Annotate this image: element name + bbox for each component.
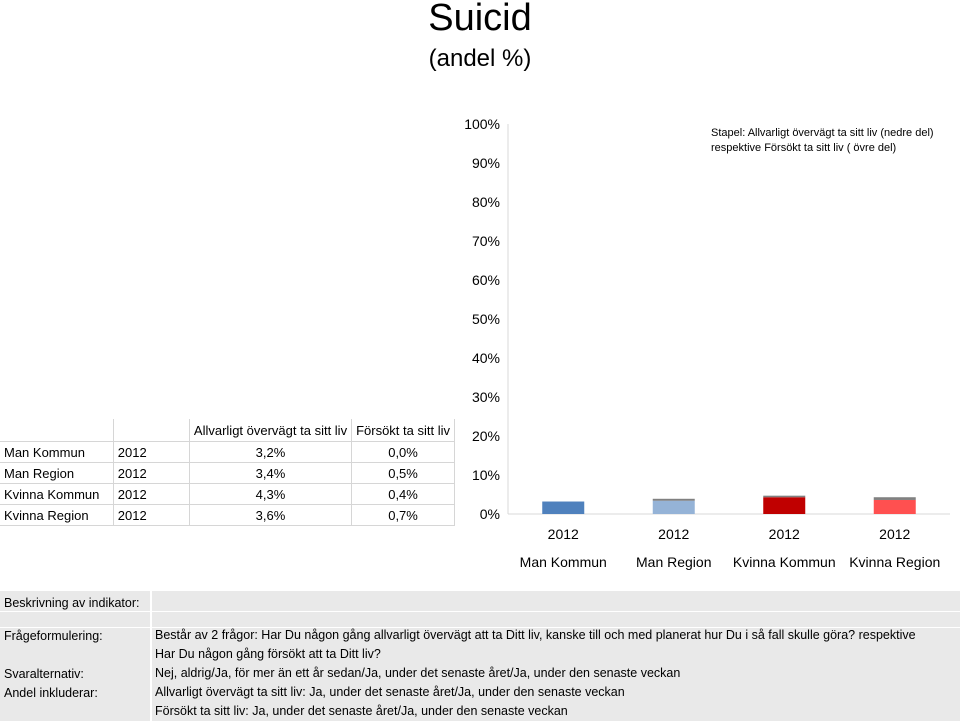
bar-upper-segment (652, 498, 695, 501)
y-tick-label: 30% (471, 389, 500, 405)
fragor-label: Frågeformulering: (4, 629, 103, 643)
table-cell: Kvinna Region (0, 504, 114, 526)
x-tick-year: 2012 (879, 526, 911, 542)
table-cell: 0,0% (351, 441, 455, 463)
andel-label: Andel inkluderar: (4, 686, 98, 700)
bar-lower-segment (763, 497, 806, 514)
andel-text-line2: Försökt ta sitt liv: Ja, under det senas… (155, 704, 568, 718)
table-header-cell: Försökt ta sitt liv (351, 419, 455, 442)
table-cell: Kvinna Kommun (0, 483, 114, 505)
table-cell: 0,7% (351, 504, 455, 526)
bar-lower-segment (542, 501, 585, 514)
bar-upper-segment (763, 495, 806, 498)
info-text-panel (152, 591, 960, 721)
info-label-panel (0, 591, 150, 721)
y-tick-label: 60% (471, 272, 500, 288)
y-tick-label: 80% (471, 194, 500, 210)
table-cell: 3,6% (189, 504, 353, 526)
divider (0, 611, 960, 612)
table-cell: 2012 (113, 504, 190, 526)
table-cell: 3,2% (189, 441, 353, 463)
y-tick-label: 100% (464, 116, 500, 132)
y-tick-label: 0% (479, 506, 500, 522)
table-cell: Man Region (0, 462, 114, 484)
andel-text-line1: Allvarligt övervägt ta sitt liv: Ja, und… (155, 685, 625, 699)
x-tick-year: 2012 (768, 526, 800, 542)
chart-bars (542, 495, 916, 514)
stacked-bar-chart (507, 124, 950, 515)
table-cell: 4,3% (189, 483, 353, 505)
y-tick-label: 40% (471, 350, 500, 366)
fragor-text-line1: Består av 2 frågor: Har Du någon gång al… (155, 628, 916, 642)
y-tick-label: 10% (471, 467, 500, 483)
table-cell: 2012 (113, 483, 190, 505)
bar-lower-segment (652, 500, 695, 514)
table-cell: 0,4% (351, 483, 455, 505)
x-tick-category: Kvinna Region (849, 554, 941, 570)
bar-upper-segment (873, 497, 916, 500)
table-row: Kvinna Region 2012 3,6% 0,7% (0, 504, 455, 526)
svar-text: Nej, aldrig/Ja, för mer än ett år sedan/… (155, 666, 681, 680)
fragor-text-line2: Har Du någon gång försökt att ta Ditt li… (155, 647, 381, 661)
table-header-cell: Allvarligt övervägt ta sitt liv (189, 419, 353, 442)
table-cell: Man Kommun (0, 441, 114, 463)
x-tick-year: 2012 (658, 526, 690, 542)
table-row: Kvinna Kommun 2012 4,3% 0,4% (0, 483, 455, 505)
y-tick-label: 20% (471, 428, 500, 444)
y-tick-label: 70% (471, 233, 500, 249)
x-tick-category: Kvinna Kommun (732, 554, 836, 570)
table-header-cell (0, 419, 114, 442)
divider (0, 627, 960, 628)
table-cell: 2012 (113, 462, 190, 484)
x-tick-year: 2012 (547, 526, 579, 542)
legend-note: Stapel: Allvarligt övervägt ta sitt liv … (711, 127, 934, 154)
table-header-row: Allvarligt övervägt ta sitt liv Försökt … (0, 419, 455, 442)
beskrivning-label: Beskrivning av indikator: (4, 596, 140, 610)
x-tick-category: Man Kommun (519, 554, 607, 570)
x-tick-category: Man Region (636, 554, 712, 570)
page-subtitle: (andel %) (428, 45, 532, 72)
table-cell: 3,4% (189, 462, 353, 484)
page-title: Suicid (428, 0, 532, 39)
y-tick-label: 90% (471, 155, 500, 171)
bar-lower-segment (873, 499, 916, 514)
svar-label: Svaralternativ: (4, 667, 84, 681)
chart-gridlines (507, 124, 950, 515)
data-table: Allvarligt övervägt ta sitt liv Försökt … (0, 419, 455, 526)
table-cell: 2012 (113, 441, 190, 463)
table-cell: 0,5% (351, 462, 455, 484)
table-row: Man Kommun 2012 3,2% 0,0% (0, 441, 455, 463)
table-header-cell (113, 419, 190, 442)
table-row: Man Region 2012 3,4% 0,5% (0, 462, 455, 484)
y-tick-label: 50% (471, 311, 500, 327)
